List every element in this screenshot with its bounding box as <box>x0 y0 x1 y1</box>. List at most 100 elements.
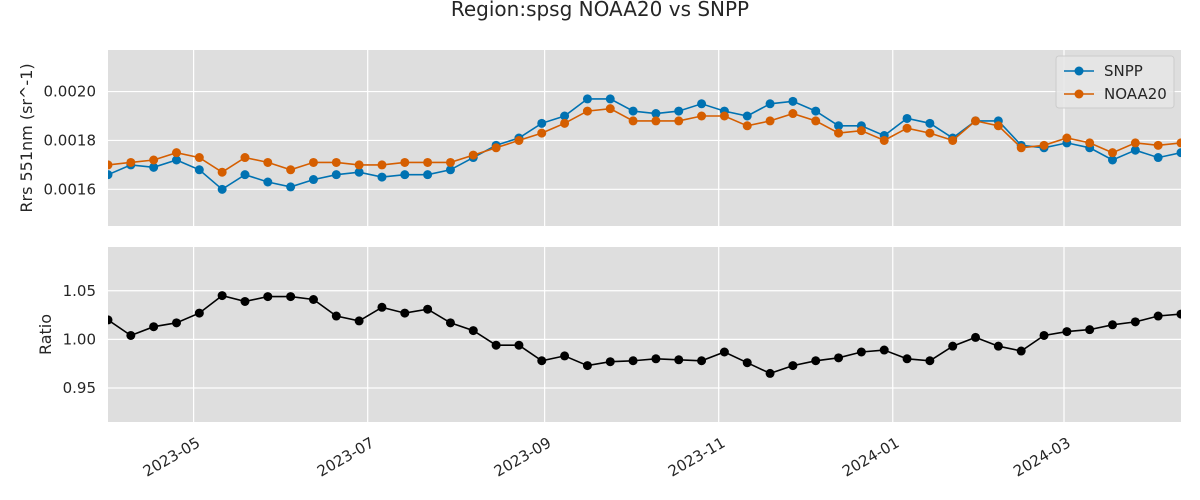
data-point <box>263 292 273 302</box>
x-tick-label: 2023-09 <box>491 434 554 481</box>
data-point <box>331 170 341 180</box>
data-point <box>902 113 912 123</box>
data-point <box>1016 346 1026 356</box>
data-point <box>400 157 410 167</box>
data-point <box>126 157 136 167</box>
data-point <box>788 96 798 106</box>
legend-box <box>1055 55 1175 109</box>
data-point <box>1108 148 1118 158</box>
data-point <box>948 135 958 145</box>
data-point <box>834 353 844 363</box>
data-point <box>217 184 227 194</box>
data-point <box>263 177 273 187</box>
data-point <box>149 162 159 172</box>
data-point <box>194 308 204 318</box>
data-point <box>788 361 798 371</box>
data-point <box>217 167 227 177</box>
data-point <box>1108 155 1118 165</box>
series-noaa20 <box>108 104 1181 177</box>
data-point <box>423 157 433 167</box>
legend-item: NOAA20 <box>1064 85 1167 103</box>
data-point <box>377 160 387 170</box>
data-point <box>331 311 341 321</box>
data-point <box>582 106 592 116</box>
data-point <box>925 356 935 366</box>
data-point <box>331 157 341 167</box>
data-point <box>674 106 684 116</box>
data-point <box>1039 330 1049 340</box>
data-point <box>1085 325 1095 335</box>
data-point <box>1153 311 1163 321</box>
legend-label: NOAA20 <box>1104 85 1167 103</box>
data-point <box>1062 133 1072 143</box>
data-point <box>560 351 570 361</box>
data-point <box>400 308 410 318</box>
y-tick-label: 0.0018 <box>44 131 97 149</box>
data-point <box>491 340 501 350</box>
data-point <box>286 182 296 192</box>
data-point <box>286 292 296 302</box>
data-point <box>834 128 844 138</box>
data-point <box>1130 145 1140 155</box>
data-point <box>108 170 113 180</box>
data-point <box>697 356 707 366</box>
data-point <box>1085 138 1095 148</box>
data-point <box>651 354 661 364</box>
data-point <box>651 109 661 119</box>
data-point <box>445 165 455 175</box>
data-point <box>217 291 227 301</box>
data-point <box>423 170 433 180</box>
data-point <box>1130 138 1140 148</box>
data-point <box>108 315 113 325</box>
x-tick-label: 2024-01 <box>839 434 902 481</box>
y-tick-label: 0.0020 <box>44 83 97 101</box>
data-point <box>628 106 638 116</box>
data-point <box>697 111 707 121</box>
data-point <box>742 111 752 121</box>
chart-title: Region:spsg NOAA20 vs SNPP <box>451 0 749 21</box>
data-point <box>765 368 775 378</box>
data-point <box>1176 309 1181 319</box>
data-point <box>856 126 866 136</box>
data-point <box>126 330 136 340</box>
data-point <box>674 116 684 126</box>
data-point <box>149 322 159 332</box>
data-point <box>491 143 501 153</box>
data-point <box>1153 140 1163 150</box>
data-point <box>651 116 661 126</box>
data-point <box>993 121 1003 131</box>
data-point <box>263 157 273 167</box>
data-point <box>308 175 318 185</box>
data-point <box>811 356 821 366</box>
data-point <box>856 347 866 357</box>
data-point <box>948 341 958 351</box>
data-point <box>445 318 455 328</box>
data-point <box>1176 148 1181 158</box>
data-point <box>925 118 935 128</box>
data-point <box>537 356 547 366</box>
data-point <box>468 326 478 336</box>
data-point <box>742 358 752 368</box>
data-point <box>1039 140 1049 150</box>
panel-1: 0.0016 0.0018 0.0020 Rrs 551nm (sr^-1) SNPP N… <box>17 50 1181 226</box>
data-point <box>445 157 455 167</box>
data-point <box>400 170 410 180</box>
y-tick-label: 1.05 <box>63 282 96 300</box>
data-point <box>971 332 981 342</box>
data-point <box>811 116 821 126</box>
y-tick-label: 0.0016 <box>44 180 97 198</box>
data-point <box>834 121 844 131</box>
data-point <box>765 99 775 109</box>
data-point <box>537 128 547 138</box>
data-point <box>628 356 638 366</box>
data-point <box>902 123 912 133</box>
data-point <box>194 165 204 175</box>
x-tick-label: 2023-05 <box>140 434 203 481</box>
x-tick-label: 2023-11 <box>665 434 728 481</box>
data-point <box>537 118 547 128</box>
data-point <box>765 116 775 126</box>
legend: SNPP NOAA20 <box>1055 55 1175 109</box>
panel-2: 0.95 1.00 1.05 Ratio <box>36 247 1181 422</box>
data-point <box>1062 327 1072 337</box>
